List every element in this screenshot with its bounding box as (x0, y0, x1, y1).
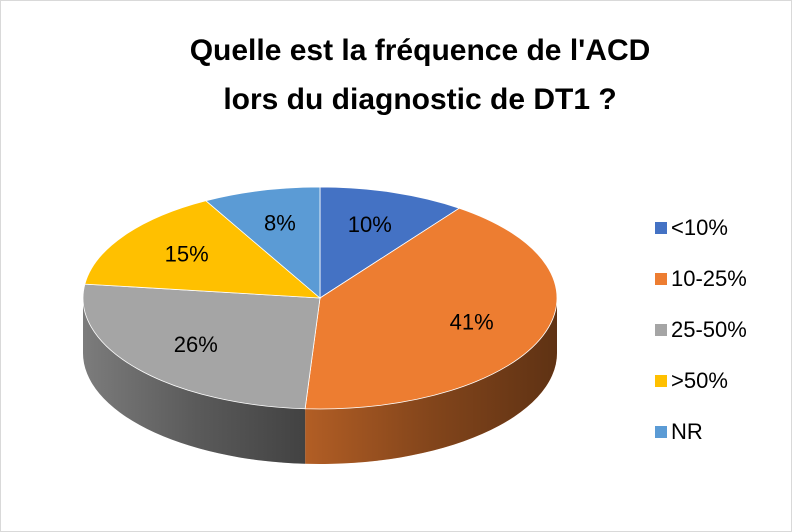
legend-swatch (655, 222, 667, 234)
pie-slice (319, 186, 461, 299)
data-label: 41% (450, 309, 494, 334)
legend-swatch (655, 324, 667, 336)
chart-title: lors du diagnostic de DT1 ? (223, 83, 616, 116)
legend-swatch (655, 375, 667, 387)
legend-label: >50% (671, 368, 728, 393)
legend-swatch (655, 426, 667, 438)
data-label: 26% (174, 332, 218, 357)
legend-swatch (655, 273, 667, 285)
pie-side-shade (305, 298, 557, 464)
data-label: 10% (348, 212, 392, 237)
legend-label: 25-50% (671, 317, 747, 342)
legend-label: <10% (671, 215, 728, 240)
pie-slice (84, 200, 322, 299)
data-label: 8% (264, 211, 296, 236)
legend-label: 10-25% (671, 266, 747, 291)
chart-title: Quelle est la fréquence de l'ACD (190, 34, 651, 67)
pie-slice (304, 207, 558, 410)
legend-label: NR (671, 419, 703, 444)
data-label: 15% (165, 241, 209, 266)
pie-slice (204, 186, 321, 299)
pie-slice (82, 283, 321, 410)
pie-side-shade (83, 298, 306, 464)
